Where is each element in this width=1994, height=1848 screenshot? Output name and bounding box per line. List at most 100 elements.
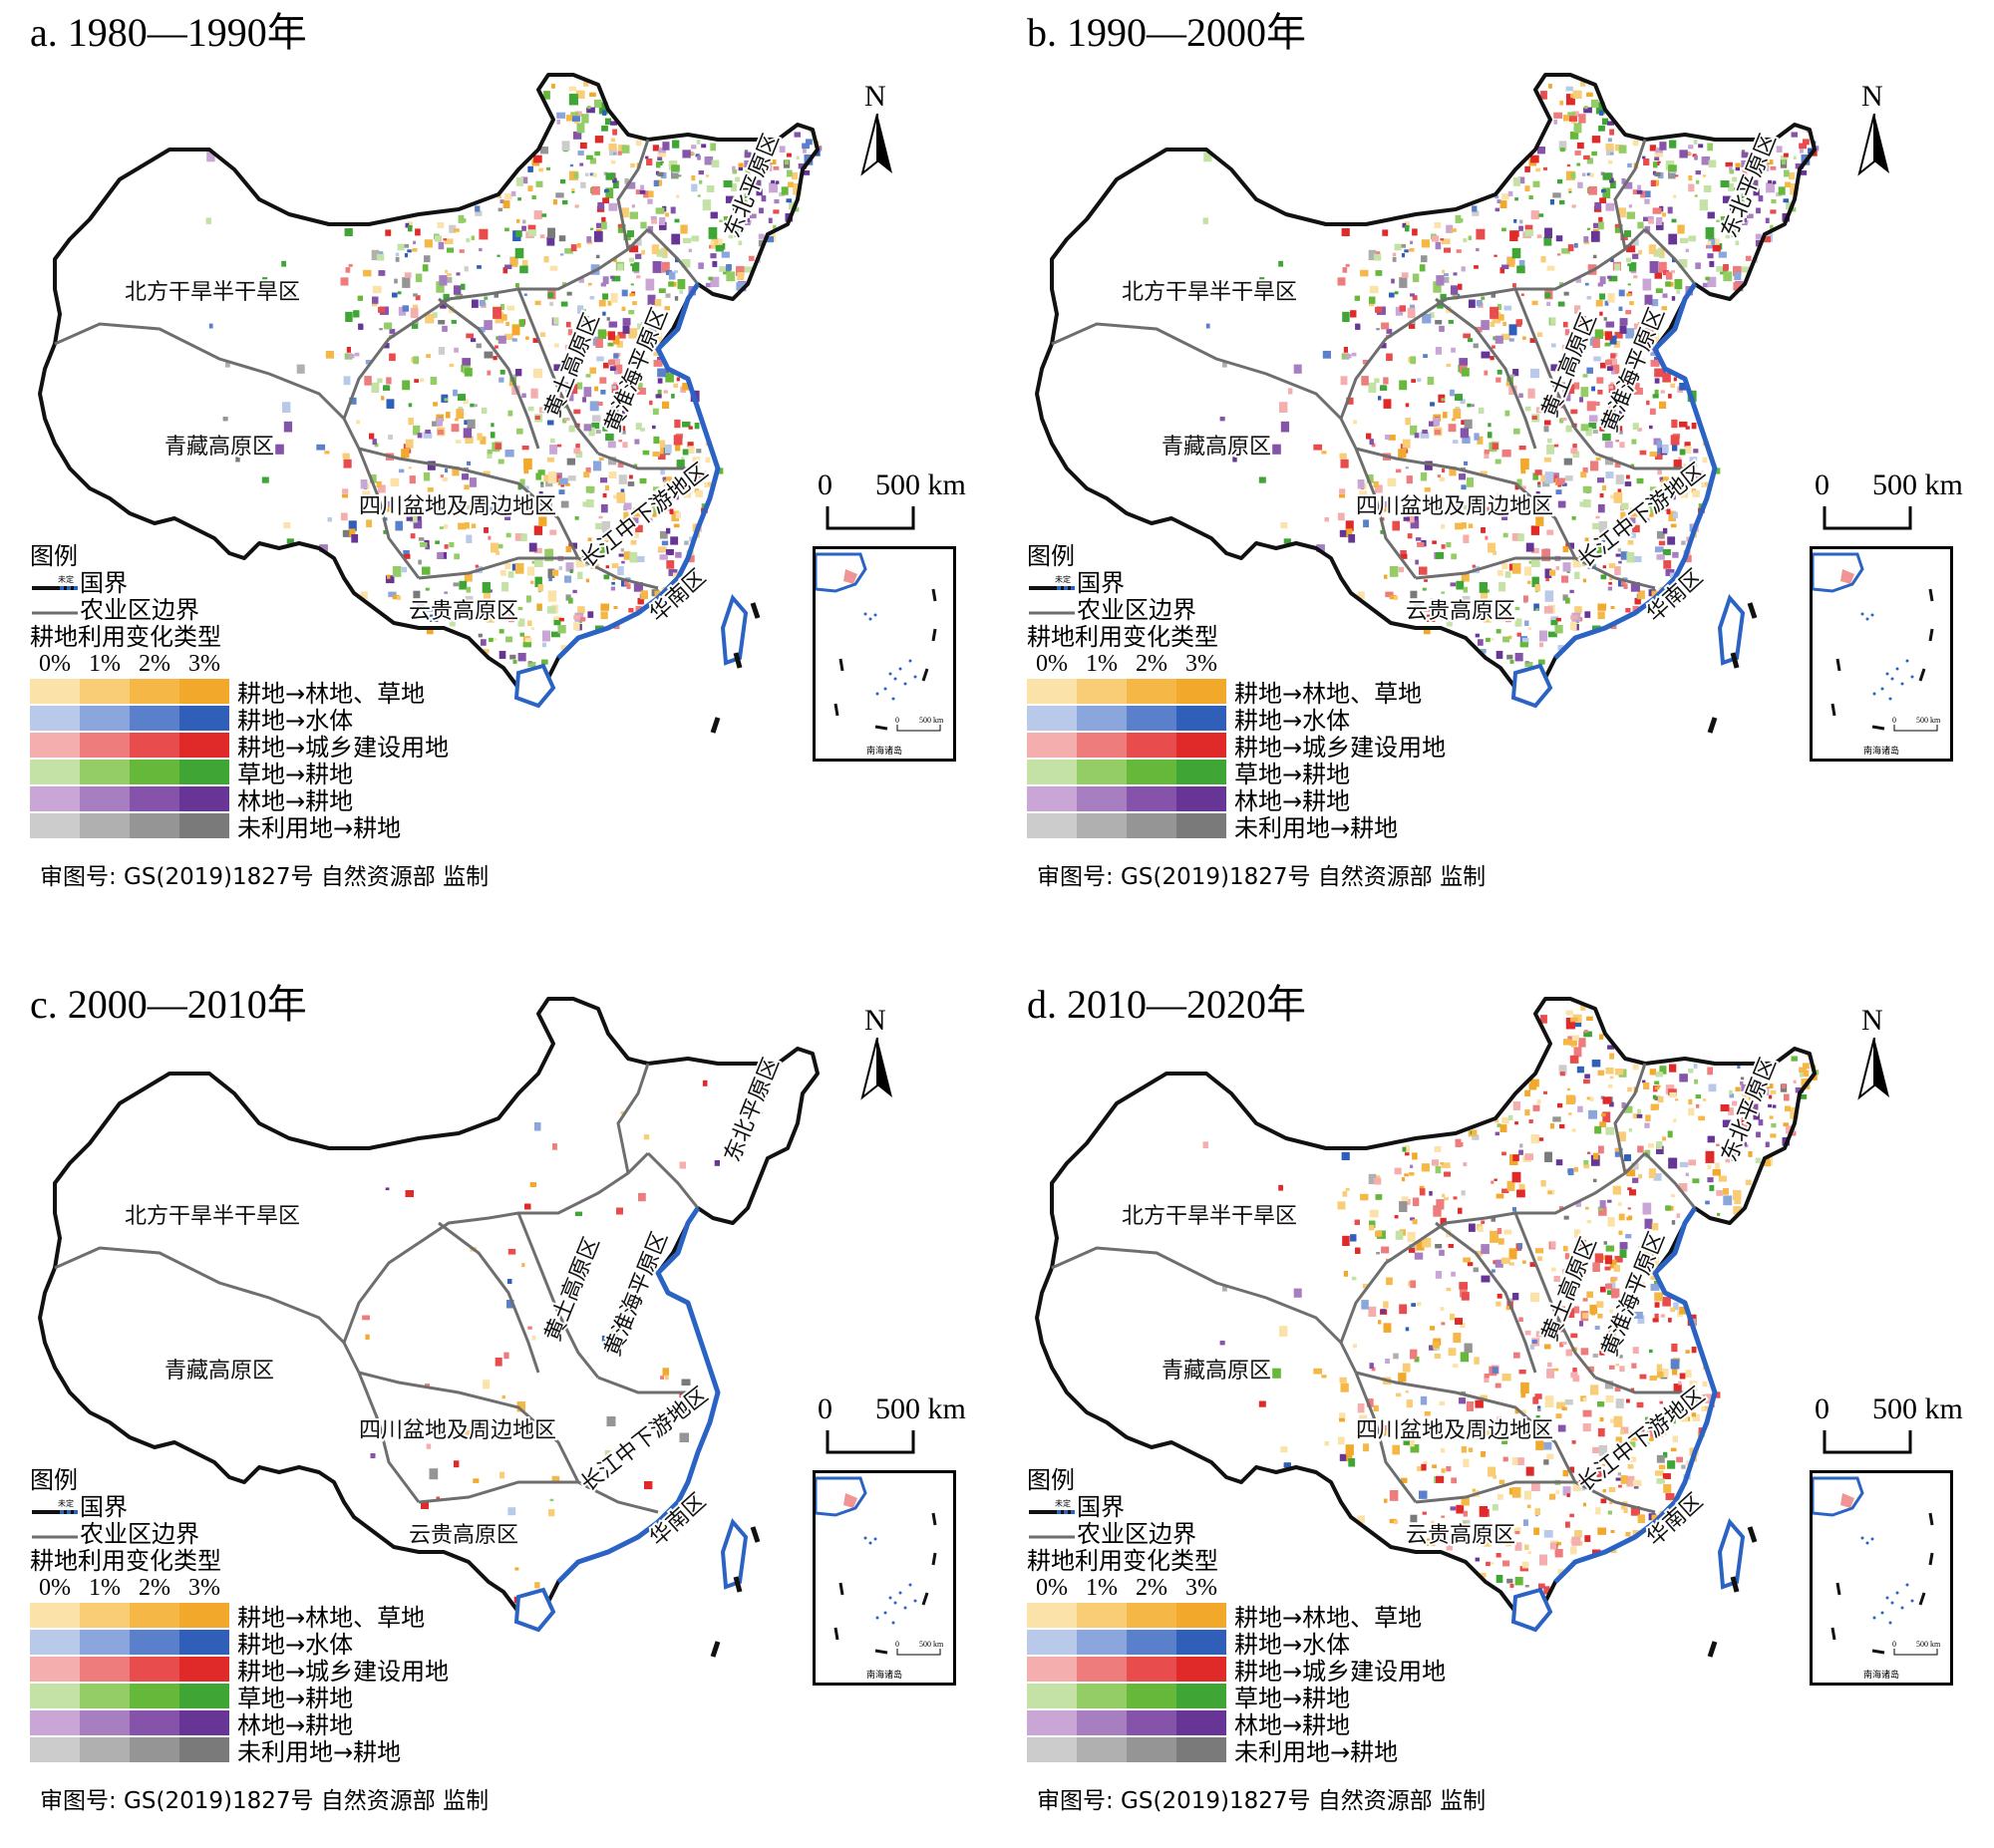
change-pixel — [1654, 368, 1663, 378]
change-pixel — [1557, 402, 1564, 409]
change-pixel — [1630, 463, 1635, 467]
change-pixel — [478, 633, 483, 638]
change-pixel — [614, 370, 618, 375]
change-pixel — [392, 594, 400, 600]
change-pixel — [689, 536, 694, 542]
change-pixel — [1783, 153, 1789, 157]
hainan-island — [513, 1587, 556, 1633]
change-pixel — [1272, 444, 1281, 455]
change-pixel — [1670, 523, 1677, 528]
ramp-swatch — [1077, 760, 1127, 784]
region-boundary — [1355, 447, 1577, 559]
change-pixel — [1402, 439, 1411, 449]
change-pixel — [1212, 450, 1217, 456]
change-pixel — [675, 511, 681, 519]
change-pixel — [573, 615, 581, 620]
change-pixel — [1598, 125, 1605, 132]
change-pixel — [429, 1468, 439, 1480]
change-pixel — [1623, 181, 1633, 189]
change-pixel — [719, 266, 726, 272]
change-pixel — [1785, 181, 1791, 187]
change-pixel — [1523, 600, 1527, 604]
change-pixel — [1453, 272, 1458, 276]
change-pixel — [568, 94, 578, 106]
change-pixel — [1656, 554, 1665, 560]
change-pixel — [490, 432, 496, 439]
change-pixel — [392, 292, 398, 298]
change-pixel — [588, 282, 592, 286]
change-pixel — [1440, 511, 1444, 514]
change-pixel — [1668, 233, 1678, 245]
change-pixel — [505, 636, 513, 643]
change-pixel — [1592, 254, 1597, 259]
change-pixel — [514, 533, 524, 541]
change-pixel — [587, 537, 592, 541]
change-pixel — [616, 491, 626, 503]
change-pixel — [1449, 466, 1457, 476]
change-pixel — [1401, 253, 1405, 258]
change-pixel — [1464, 419, 1473, 430]
change-pixel — [1651, 299, 1659, 307]
change-pixel — [1672, 257, 1676, 263]
change-pixel — [1595, 457, 1601, 461]
change-pixel — [600, 503, 608, 513]
boundary-dash — [710, 1641, 721, 1658]
change-pixel — [417, 433, 423, 439]
change-pixel — [758, 233, 765, 239]
change-pixel — [574, 516, 579, 520]
change-pixel — [1484, 452, 1490, 459]
change-pixel — [626, 181, 636, 189]
change-pixel — [601, 216, 606, 223]
change-pixel — [1799, 170, 1808, 175]
change-pixel — [397, 595, 402, 600]
change-pixel — [1422, 313, 1432, 324]
ramp-swatch — [1077, 706, 1127, 731]
change-pixel — [1639, 450, 1647, 456]
change-pixel — [1429, 1190, 1433, 1196]
change-pixel — [1435, 241, 1442, 250]
change-pixel — [1389, 594, 1397, 600]
change-pixel — [555, 192, 564, 198]
change-pixel — [704, 156, 714, 165]
change-pixel — [1450, 228, 1457, 232]
china-map: 北方干旱半干旱区 青藏高原区 黄土高原区 黄淮海平原区 东北平原区 四川盆地及周… — [1035, 997, 1820, 1658]
change-pixel — [624, 399, 629, 404]
change-pixel — [527, 620, 532, 626]
change-pixel — [695, 489, 703, 497]
change-pixel — [1324, 517, 1329, 522]
change-pixel — [1553, 112, 1563, 119]
change-pixel — [759, 1110, 763, 1114]
national-border-symbol: 未定 — [1029, 574, 1075, 590]
change-pixel — [581, 114, 589, 124]
change-pixel — [681, 259, 691, 268]
change-pixel — [316, 444, 326, 451]
change-pixel — [569, 163, 574, 167]
change-pixel — [1424, 579, 1428, 582]
change-pixel — [1780, 154, 1788, 160]
change-pixel — [1673, 377, 1677, 382]
change-pixel — [1469, 299, 1476, 308]
change-pixel — [786, 153, 792, 157]
change-pixel — [617, 223, 623, 228]
change-pixel — [576, 123, 585, 134]
change-pixel — [1668, 394, 1672, 399]
ramp-swatch — [130, 679, 179, 704]
change-pixel — [609, 147, 617, 155]
change-pixel — [388, 435, 393, 440]
change-pixel — [671, 233, 681, 245]
change-pixel — [1654, 493, 1659, 499]
undetermined-border-label: 未定 — [1055, 574, 1071, 584]
change-pixel — [1716, 266, 1723, 272]
change-pixel — [1259, 277, 1265, 282]
change-pixel — [1621, 178, 1626, 184]
change-pixel — [1634, 597, 1641, 605]
change-pixel — [1741, 152, 1749, 158]
region-boundary — [438, 297, 540, 450]
change-pixel — [1293, 364, 1302, 374]
change-pixel — [1723, 264, 1729, 271]
legend-color-ramp — [30, 679, 229, 704]
boundary-dash — [750, 1526, 761, 1543]
change-pixel — [424, 239, 433, 248]
change-pixel — [1593, 356, 1601, 362]
ramp-swatch — [1127, 733, 1176, 758]
